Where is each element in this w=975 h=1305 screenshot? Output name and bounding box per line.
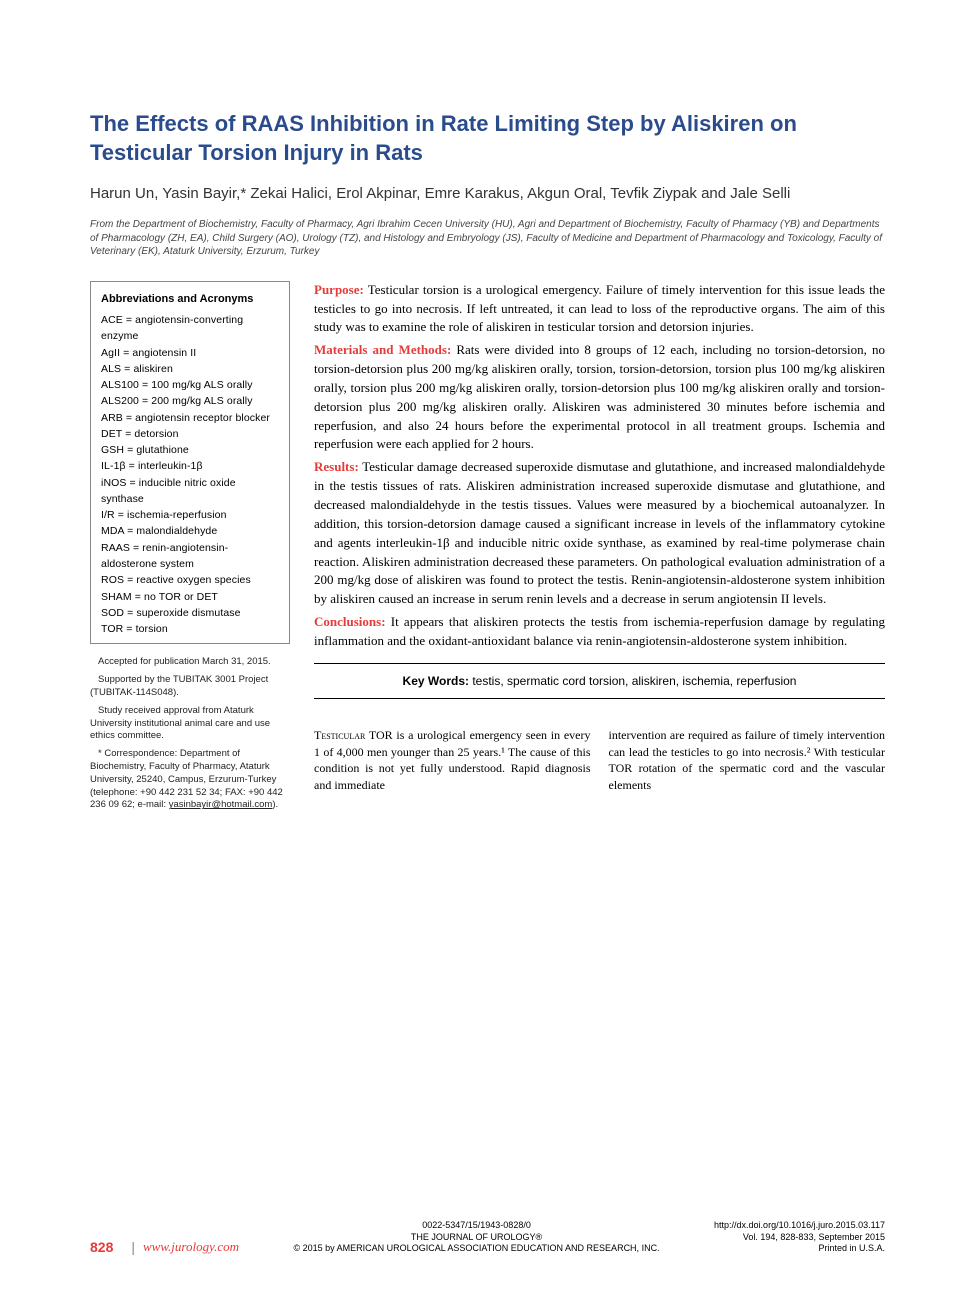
footnotes: Accepted for publication March 31, 2015.… <box>90 656 290 812</box>
abbreviation-item: DET = detorsion <box>101 426 279 442</box>
abbreviation-item: ALS = aliskiren <box>101 361 279 377</box>
purpose-label: Purpose: <box>314 282 364 297</box>
methods-label: Materials and Methods: <box>314 342 451 357</box>
footnote-correspondence: * Correspondence: Department of Biochemi… <box>90 748 290 812</box>
keywords-text: testis, spermatic cord torsion, aliskire… <box>469 674 796 688</box>
abbreviations-heading: Abbreviations and Acronyms <box>101 292 279 306</box>
authors-list: Harun Un, Yasin Bayir,* Zekai Halici, Er… <box>90 183 885 204</box>
abbreviation-item: ACE = angiotensin-converting enzyme <box>101 312 279 345</box>
footer-journal-name: THE JOURNAL OF UROLOGY® <box>239 1232 714 1244</box>
abbreviation-item: ARB = angiotensin receptor blocker <box>101 410 279 426</box>
footer-center: 0022-5347/15/1943-0828/0 THE JOURNAL OF … <box>239 1220 714 1255</box>
footer-issn: 0022-5347/15/1943-0828/0 <box>239 1220 714 1232</box>
footer-doi[interactable]: http://dx.doi.org/10.1016/j.juro.2015.03… <box>714 1220 885 1232</box>
conclusions-label: Conclusions: <box>314 614 386 629</box>
results-label: Results: <box>314 459 359 474</box>
abbreviation-item: SOD = superoxide dismutase <box>101 605 279 621</box>
abstract-results: Results: Testicular damage decreased sup… <box>314 458 885 609</box>
correspondence-email[interactable]: yasinbayir@hotmail.com <box>169 799 273 810</box>
abstract-methods: Materials and Methods: Rats were divided… <box>314 341 885 454</box>
journal-url[interactable]: www.jurology.com <box>143 1239 239 1255</box>
right-column: Purpose: Testicular torsion is a urologi… <box>314 281 885 818</box>
abbreviation-item: RAAS = renin-angiotensin-aldosterone sys… <box>101 540 279 573</box>
body-text-columns: Testicular TOR is a urological emergency… <box>314 727 885 794</box>
abbreviation-item: SHAM = no TOR or DET <box>101 589 279 605</box>
abbreviation-item: ROS = reactive oxygen species <box>101 572 279 588</box>
keywords-label: Key Words: <box>403 674 469 688</box>
footer-volume: Vol. 194, 828-833, September 2015 <box>714 1232 885 1244</box>
abbreviation-item: TOR = torsion <box>101 621 279 637</box>
page-footer: 828 | www.jurology.com 0022-5347/15/1943… <box>90 1220 885 1255</box>
abbreviation-item: MDA = malondialdehyde <box>101 523 279 539</box>
footnote-accepted: Accepted for publication March 31, 2015. <box>90 656 290 669</box>
abbreviation-item: iNOS = inducible nitric oxide synthase <box>101 475 279 508</box>
footer-separator: | <box>131 1239 135 1255</box>
abbreviation-item: ALS100 = 100 mg/kg ALS orally <box>101 377 279 393</box>
footnote-supported: Supported by the TUBITAK 3001 Project (T… <box>90 674 290 700</box>
abbreviation-item: I/R = ischemia-reperfusion <box>101 507 279 523</box>
page-number: 828 <box>90 1239 113 1255</box>
abbreviations-box: Abbreviations and Acronyms ACE = angiote… <box>90 281 290 645</box>
left-column: Abbreviations and Acronyms ACE = angiote… <box>90 281 290 818</box>
abstract-conclusions: Conclusions: It appears that aliskiren p… <box>314 613 885 651</box>
abstract-purpose: Purpose: Testicular torsion is a urologi… <box>314 281 885 338</box>
keywords-block: Key Words: testis, spermatic cord torsio… <box>314 663 885 699</box>
footer-printed: Printed in U.S.A. <box>714 1243 885 1255</box>
footer-copyright: © 2015 by AMERICAN UROLOGICAL ASSOCIATIO… <box>239 1243 714 1255</box>
abbreviation-item: GSH = glutathione <box>101 442 279 458</box>
abbreviation-item: ALS200 = 200 mg/kg ALS orally <box>101 393 279 409</box>
footnote-approval: Study received approval from Ataturk Uni… <box>90 705 290 743</box>
body-column-2: intervention are required as failure of … <box>609 727 886 794</box>
main-columns: Abbreviations and Acronyms ACE = angiote… <box>90 281 885 818</box>
affiliations: From the Department of Biochemistry, Fac… <box>90 218 885 259</box>
body-column-1: Testicular TOR is a urological emergency… <box>314 727 591 794</box>
footer-right: http://dx.doi.org/10.1016/j.juro.2015.03… <box>714 1220 885 1255</box>
abbreviation-item: IL-1β = interleukin-1β <box>101 458 279 474</box>
abbreviation-item: AgII = angiotensin II <box>101 345 279 361</box>
article-title: The Effects of RAAS Inhibition in Rate L… <box>90 110 885 167</box>
